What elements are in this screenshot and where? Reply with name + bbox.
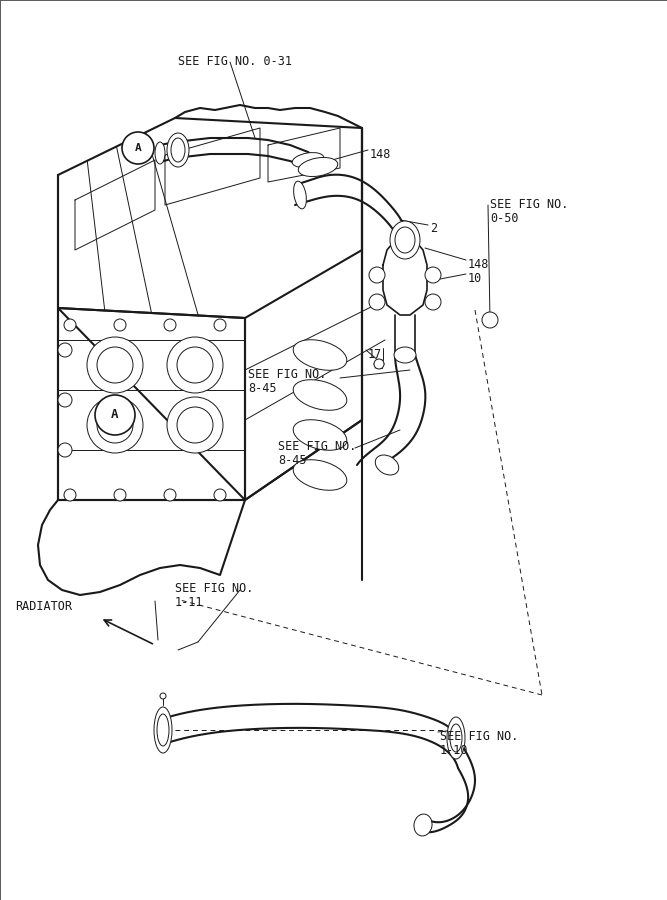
Circle shape <box>58 443 72 457</box>
Circle shape <box>374 359 384 369</box>
Circle shape <box>95 395 135 435</box>
Ellipse shape <box>414 814 432 836</box>
Text: A: A <box>111 409 119 421</box>
Circle shape <box>425 267 441 283</box>
Text: 1-10: 1-10 <box>440 744 468 757</box>
Circle shape <box>64 319 76 331</box>
Text: SEE FIG NO.: SEE FIG NO. <box>175 582 253 595</box>
Ellipse shape <box>293 419 347 450</box>
Ellipse shape <box>292 153 323 167</box>
Ellipse shape <box>376 455 399 475</box>
Text: 17: 17 <box>368 348 382 361</box>
Text: SEE FIG NO.: SEE FIG NO. <box>278 440 356 453</box>
Ellipse shape <box>298 158 338 176</box>
Circle shape <box>58 393 72 407</box>
Circle shape <box>164 319 176 331</box>
Ellipse shape <box>450 724 462 752</box>
Circle shape <box>369 294 385 310</box>
Text: 8-45: 8-45 <box>278 454 307 467</box>
Text: 1-11: 1-11 <box>175 596 203 609</box>
Text: A: A <box>135 143 141 153</box>
Ellipse shape <box>157 714 169 746</box>
Circle shape <box>177 347 213 383</box>
Ellipse shape <box>293 380 347 410</box>
Ellipse shape <box>447 717 465 759</box>
Circle shape <box>167 397 223 453</box>
Circle shape <box>482 312 498 328</box>
Circle shape <box>177 407 213 443</box>
Text: SEE FIG NO. 0-31: SEE FIG NO. 0-31 <box>178 55 292 68</box>
Ellipse shape <box>390 221 420 259</box>
Ellipse shape <box>293 460 347 491</box>
Ellipse shape <box>167 133 189 167</box>
Ellipse shape <box>391 231 419 245</box>
Text: 0-50: 0-50 <box>490 212 518 225</box>
Circle shape <box>97 347 133 383</box>
Text: 10: 10 <box>468 272 482 285</box>
Circle shape <box>64 489 76 501</box>
Text: 148: 148 <box>370 148 392 161</box>
Ellipse shape <box>171 138 185 162</box>
Text: SEE FIG NO.: SEE FIG NO. <box>490 198 568 211</box>
Circle shape <box>160 693 166 699</box>
Circle shape <box>114 489 126 501</box>
Circle shape <box>164 489 176 501</box>
Ellipse shape <box>394 347 416 363</box>
Circle shape <box>214 489 226 501</box>
Text: RADIATOR: RADIATOR <box>15 600 72 613</box>
Ellipse shape <box>395 227 415 253</box>
Text: 2: 2 <box>430 222 437 235</box>
Circle shape <box>114 319 126 331</box>
Text: 8-45: 8-45 <box>248 382 277 395</box>
Circle shape <box>87 397 143 453</box>
Circle shape <box>58 343 72 357</box>
Circle shape <box>425 294 441 310</box>
Circle shape <box>167 337 223 393</box>
Ellipse shape <box>155 142 165 164</box>
Ellipse shape <box>293 181 306 209</box>
Ellipse shape <box>293 339 347 370</box>
Circle shape <box>87 337 143 393</box>
Text: SEE FIG NO.: SEE FIG NO. <box>248 368 326 381</box>
Circle shape <box>369 267 385 283</box>
Ellipse shape <box>154 707 172 753</box>
Text: 148: 148 <box>468 258 490 271</box>
Text: SEE FIG NO.: SEE FIG NO. <box>440 730 518 743</box>
Circle shape <box>122 132 154 164</box>
Circle shape <box>214 319 226 331</box>
Circle shape <box>97 407 133 443</box>
